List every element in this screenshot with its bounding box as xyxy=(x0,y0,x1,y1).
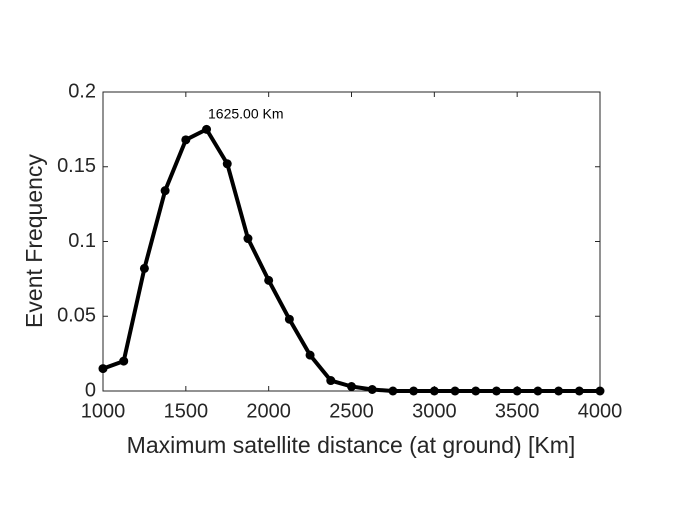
marker xyxy=(98,364,108,374)
marker xyxy=(533,386,543,396)
y-tick-label: 0.1 xyxy=(68,230,96,252)
y-tick-label: 0 xyxy=(85,379,96,401)
marker xyxy=(574,386,584,396)
marker xyxy=(347,382,356,392)
marker xyxy=(284,314,294,324)
x-tick-label: 1000 xyxy=(81,400,126,422)
x-tick-label: 3000 xyxy=(412,400,457,422)
x-axis-label: Maximum satellite distance (at ground) [… xyxy=(127,432,576,458)
x-tick-label: 4000 xyxy=(578,400,623,422)
marker xyxy=(429,386,439,396)
plot-frame xyxy=(102,91,601,392)
marker xyxy=(409,386,419,396)
marker xyxy=(202,124,212,134)
x-tick-label: 1500 xyxy=(164,400,209,422)
marker xyxy=(554,386,564,396)
marker xyxy=(222,159,232,169)
y-axis-label: Event Frequency xyxy=(21,154,47,328)
marker xyxy=(181,135,191,145)
marker xyxy=(326,376,336,386)
marker xyxy=(450,386,460,396)
y-tick-label: 0.05 xyxy=(57,305,96,327)
line xyxy=(102,127,600,393)
y-tick-label: 0.2 xyxy=(68,80,96,102)
marker xyxy=(305,350,315,360)
marker xyxy=(139,263,149,273)
marker xyxy=(512,386,522,396)
marker xyxy=(471,386,481,396)
y-tick-label: 0.15 xyxy=(57,155,96,177)
x-tick-label: 2500 xyxy=(329,400,374,422)
x-tick-label: 3500 xyxy=(495,400,540,422)
marker xyxy=(595,386,605,396)
marker xyxy=(367,385,377,395)
marker xyxy=(160,186,170,196)
marker xyxy=(264,275,274,285)
marker xyxy=(491,386,501,396)
marker xyxy=(243,234,253,244)
marker xyxy=(119,356,129,366)
marker xyxy=(388,386,398,396)
x-tick-label: 2000 xyxy=(246,400,291,422)
annotation: 1625.00 Km xyxy=(208,106,284,122)
